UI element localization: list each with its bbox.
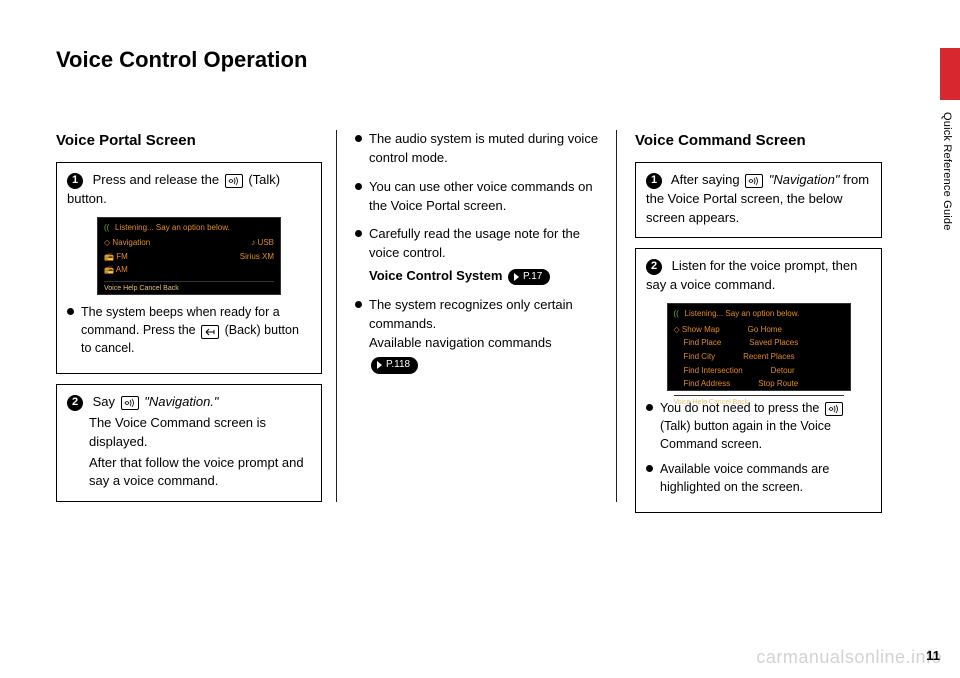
ms-cell: Go Home xyxy=(748,324,782,336)
ms-cell: Find Address xyxy=(684,378,731,390)
ms-cell: USB xyxy=(258,238,274,247)
col3-heading: Voice Command Screen xyxy=(635,130,882,152)
note-tail: (Talk) button again in the Voice Command… xyxy=(660,419,831,451)
step2-line2: The Voice Command screen is displayed. xyxy=(67,414,311,452)
step-number-icon: 2 xyxy=(646,259,662,275)
bullet-text: The system recognizes only certain comma… xyxy=(369,297,573,331)
ms-cell: FM xyxy=(116,252,128,261)
ms-cell: Recent Places xyxy=(743,351,795,363)
ms-cell: Saved Places xyxy=(749,337,798,349)
bullet-text: Carefully read the usage note for the vo… xyxy=(369,226,580,260)
watermark: carmanualsonline.info xyxy=(756,644,942,670)
step1-note: The system beeps when ready for a comman… xyxy=(67,303,311,357)
ms-header: Listening... Say an option below. xyxy=(115,223,230,232)
ms-footer: Voice Help Cancel Back xyxy=(104,281,274,294)
step-number-icon: 1 xyxy=(67,173,83,189)
mock-screen-command: ((Listening... Say an option below. ◇ Sh… xyxy=(667,303,851,391)
talk-icon xyxy=(825,402,843,416)
col1-step2-box: 2 Say "Navigation." The Voice Command sc… xyxy=(56,384,322,502)
talk-icon xyxy=(225,174,243,188)
step2-text-a: Say xyxy=(93,394,119,409)
ms-cell: Sirius XM xyxy=(240,252,274,261)
col2-bullet: Carefully read the usage note for the vo… xyxy=(355,225,602,286)
step2-line3: After that follow the voice prompt and s… xyxy=(67,454,311,492)
col2-bullet: You can use other voice commands on the … xyxy=(355,178,602,216)
page-ref-pill: P.17 xyxy=(508,269,550,286)
back-icon xyxy=(201,325,219,339)
c3-note2: Available voice commands are highlighted… xyxy=(646,460,871,496)
ms-cell: Find City xyxy=(684,351,716,363)
ms-cell: Detour xyxy=(771,365,795,377)
step2-quote: "Navigation." xyxy=(144,394,218,409)
page-ref-pill: P.118 xyxy=(371,357,418,374)
c3s1-text-a: After saying xyxy=(671,172,743,187)
bullet-sub: Available navigation commands xyxy=(369,334,602,353)
ms-cell: Find Place xyxy=(684,337,722,349)
column-1: Voice Portal Screen 1 Press and release … xyxy=(56,130,336,502)
col1-heading: Voice Portal Screen xyxy=(56,130,322,152)
col2-bullet: The audio system is muted during voice c… xyxy=(355,130,602,168)
page-title: Voice Control Operation xyxy=(56,44,307,76)
step-number-icon: 1 xyxy=(646,173,662,189)
talk-icon xyxy=(745,174,763,188)
ms-cell: Stop Route xyxy=(758,378,798,390)
mock-screen-portal: ((Listening... Say an option below. ◇ Na… xyxy=(97,217,281,295)
ms-cell: Show Map xyxy=(682,325,720,334)
step1-text-a: Press and release the xyxy=(93,172,223,187)
section-tab xyxy=(940,48,960,100)
col2-bullet: The system recognizes only certain comma… xyxy=(355,296,602,374)
talk-icon xyxy=(121,396,139,410)
ms-cell: Navigation xyxy=(112,238,150,247)
col1-step1-box: 1 Press and release the (Talk) button. (… xyxy=(56,162,322,374)
side-label: Quick Reference Guide xyxy=(938,112,954,231)
c3s2-text: Listen for the voice prompt, then say a … xyxy=(646,258,857,292)
step-number-icon: 2 xyxy=(67,395,83,411)
note-text: You do not need to press the xyxy=(660,401,823,415)
ms-cell: Find Intersection xyxy=(684,365,743,377)
col3-step1-box: 1 After saying "Navigation" from the Voi… xyxy=(635,162,882,239)
column-2: The audio system is muted during voice c… xyxy=(336,130,616,502)
page-number: 11 xyxy=(926,647,940,666)
c3-note1: You do not need to press the (Talk) butt… xyxy=(646,399,871,453)
ref-label: Voice Control System xyxy=(369,268,502,283)
content-columns: Voice Portal Screen 1 Press and release … xyxy=(56,130,916,502)
c3s1-quote: "Navigation" xyxy=(769,172,840,187)
ms-cell: AM xyxy=(116,265,128,274)
ms-header: Listening... Say an option below. xyxy=(685,309,800,318)
col3-step2-box: 2 Listen for the voice prompt, then say … xyxy=(635,248,882,512)
column-3: Voice Command Screen 1 After saying "Nav… xyxy=(616,130,896,502)
